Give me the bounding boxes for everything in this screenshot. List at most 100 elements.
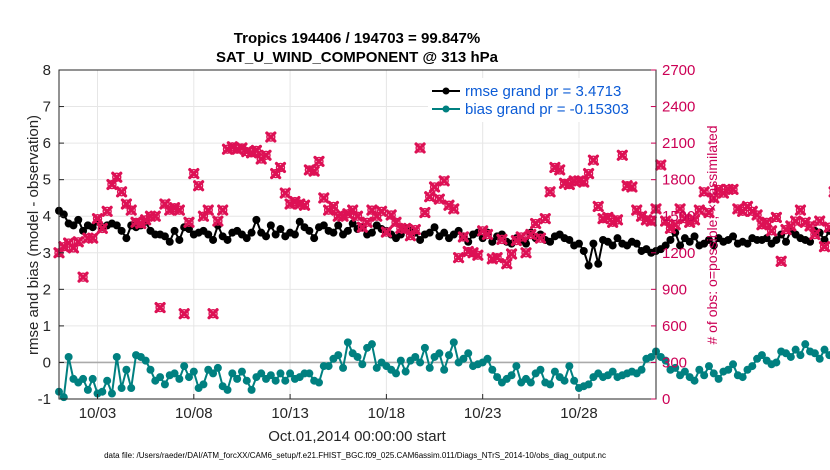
possible-mark: [627, 182, 637, 192]
legend-rmse-label: rmse grand pr = 3.4713: [465, 83, 621, 100]
possible-mark: [112, 172, 122, 182]
data-point: [290, 230, 299, 239]
possible-mark: [607, 217, 618, 228]
y-right-tick-label: 2100: [662, 135, 695, 152]
data-point: [613, 234, 622, 243]
data-point: [425, 363, 434, 372]
possible-mark: [704, 207, 714, 218]
data-point: [348, 219, 357, 228]
y-tick-label: 8: [43, 62, 51, 79]
possible-mark: [179, 309, 189, 319]
data-point: [416, 235, 425, 244]
data-point: [112, 221, 121, 230]
possible-mark: [242, 146, 252, 157]
data-point: [690, 232, 699, 241]
data-point: [367, 340, 376, 349]
possible-mark: [771, 212, 782, 223]
y-right-tick-label: 1200: [662, 245, 695, 262]
data-point: [647, 352, 656, 361]
possible-mark: [213, 216, 223, 226]
possible-mark: [555, 165, 565, 175]
possible-mark: [145, 211, 156, 221]
data-point: [459, 354, 468, 363]
series-1: [55, 338, 830, 402]
data-point: [228, 369, 237, 378]
data-point: [704, 235, 713, 244]
tick-layer: -1 0 1 2 3 4 5 6 7 8 0 300 600 900 1200 1500 1800 2100 240…: [38, 62, 696, 422]
data-point: [464, 349, 473, 358]
data-point: [704, 362, 713, 371]
legend-rmse-marker: [442, 87, 450, 95]
possible-mark: [425, 192, 435, 202]
possible-mark: [709, 193, 719, 203]
data-point: [825, 351, 830, 360]
y-tick-label: 2: [43, 281, 51, 298]
possible-mark: [790, 216, 801, 226]
data-point: [815, 354, 824, 363]
possible-mark: [295, 199, 305, 209]
data-point: [310, 234, 319, 243]
data-point: [444, 351, 453, 360]
y-right-tick-label: 900: [662, 281, 687, 298]
data-point: [632, 239, 641, 248]
possible-mark: [497, 234, 507, 245]
data-point: [791, 345, 800, 354]
possible-mark: [641, 215, 652, 225]
data-point: [714, 374, 723, 383]
y-right-tick-label: 2700: [662, 62, 695, 79]
possible-mark: [733, 204, 743, 214]
data-point: [334, 221, 343, 230]
data-point: [184, 225, 193, 234]
possible-mark: [603, 212, 613, 223]
data-point: [685, 237, 694, 246]
possible-mark: [68, 243, 79, 253]
y-right-axis-label: # of obs: o=possible; ×=assimilated: [704, 125, 720, 344]
y-axis-label: rmse and bias (model - observation): [25, 115, 42, 355]
x-tick-label: 10/13: [271, 405, 309, 422]
possible-mark: [434, 194, 445, 204]
possible-mark: [285, 199, 295, 209]
data-point: [175, 374, 184, 383]
data-point: [738, 373, 747, 382]
data-point: [329, 228, 338, 237]
possible-mark: [545, 187, 555, 197]
data-point: [488, 237, 497, 246]
x-axis-label: Oct.01,2014 00:00:00 start: [268, 428, 446, 445]
x-tick-label: 10/08: [175, 405, 213, 422]
possible-mark: [275, 162, 286, 173]
possible-mark: [208, 309, 218, 319]
y-tick-label: -1: [38, 391, 51, 408]
data-point: [372, 363, 381, 372]
possible-mark: [126, 205, 136, 215]
data-point: [343, 226, 352, 235]
data-point: [526, 378, 535, 387]
possible-mark: [319, 193, 329, 203]
data-point: [729, 360, 738, 369]
data-point: [786, 352, 795, 361]
data-point: [213, 363, 222, 372]
possible-mark: [169, 202, 180, 213]
data-point: [358, 360, 367, 369]
possible-mark: [102, 206, 112, 217]
data-point: [757, 351, 766, 360]
data-point: [820, 345, 829, 354]
possible-mark: [78, 272, 88, 282]
possible-mark: [131, 217, 141, 228]
data-point: [122, 234, 131, 243]
data-point: [223, 385, 232, 394]
data-point: [488, 365, 497, 374]
possible-mark: [670, 220, 680, 230]
possible-mark: [396, 223, 406, 234]
data-point: [281, 376, 290, 385]
possible-mark: [819, 241, 830, 252]
data-point: [690, 376, 699, 385]
y-tick-label: 0: [43, 354, 51, 371]
data-point: [637, 365, 646, 374]
possible-mark: [728, 184, 738, 195]
data-point: [266, 221, 275, 230]
y-tick-label: 7: [43, 99, 51, 116]
possible-mark: [328, 201, 339, 212]
data-point: [748, 362, 757, 371]
possible-mark: [160, 199, 170, 209]
possible-mark: [492, 252, 502, 263]
